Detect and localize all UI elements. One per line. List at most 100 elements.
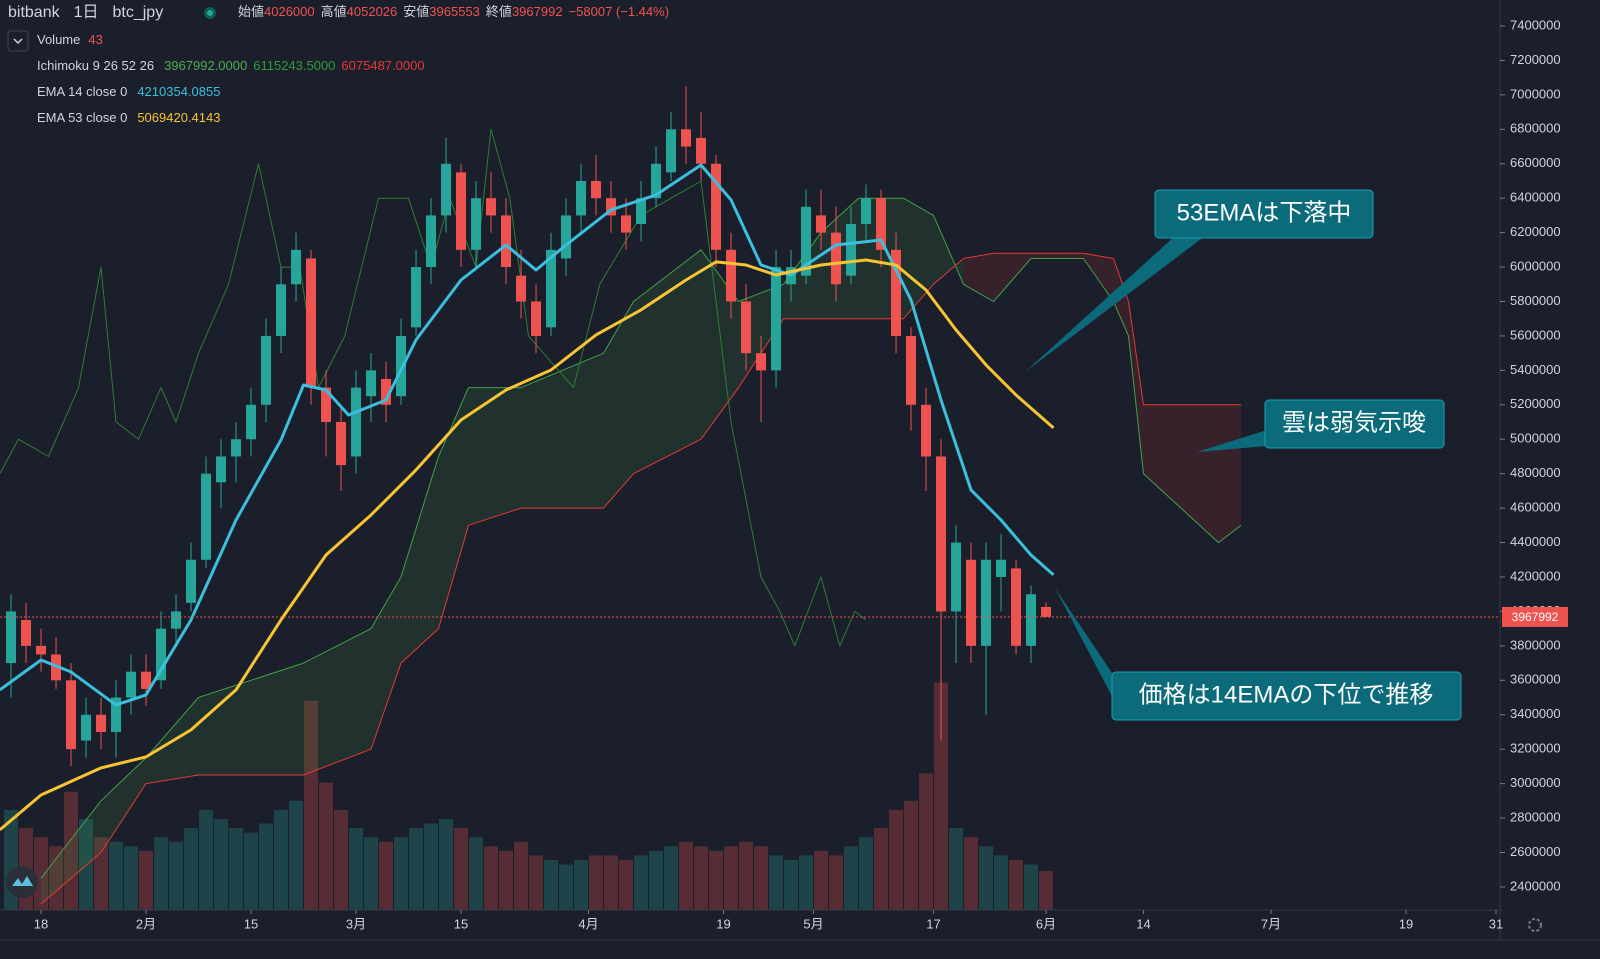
volume-bar (709, 850, 724, 910)
volume-bar (979, 846, 994, 910)
ema-line (0, 163, 1055, 707)
candle-body (681, 129, 692, 147)
volume-bar (1039, 870, 1054, 910)
x-tick-label: 19 (1399, 916, 1413, 931)
x-tick-label: 6月 (1036, 916, 1056, 931)
legend-value: 43 (88, 32, 102, 47)
volume-bar (664, 846, 679, 910)
volume-bar (304, 700, 319, 910)
legend-label: Volume (37, 32, 80, 47)
volume-bar (799, 855, 814, 910)
candle-body (366, 370, 377, 397)
volume-bar (109, 841, 124, 910)
y-tick-label: 4200000 (1510, 568, 1561, 583)
y-tick-label: 7200000 (1510, 52, 1561, 67)
candle-body (396, 335, 407, 397)
volume-bar (244, 832, 259, 910)
cloud-segment (438, 387, 469, 629)
volume-bar (439, 819, 454, 910)
volume-bar (904, 800, 919, 910)
volume-bar (589, 855, 604, 910)
candle-body (201, 473, 212, 560)
y-tick-label: 5800000 (1510, 293, 1561, 308)
candle-body (636, 198, 647, 225)
legend-ichimoku: Ichimoku 9 26 52 26 3967992.0000 6115243.5… (37, 58, 425, 73)
candle-body (336, 422, 347, 466)
candle-body (831, 232, 842, 285)
y-tick-label: 7000000 (1510, 86, 1561, 101)
volume-bar (349, 828, 364, 910)
x-tick-label: 2月 (136, 916, 156, 931)
volume-bar (889, 809, 904, 910)
volume-bar (79, 819, 94, 910)
cloud-segment (993, 253, 1032, 302)
volume-bar (679, 841, 694, 910)
collapse-button[interactable] (7, 30, 29, 52)
candle-body (486, 198, 497, 216)
candle-body (816, 215, 827, 233)
volume-bar (184, 828, 199, 910)
callout-box (1154, 189, 1374, 239)
volume-bar (124, 846, 139, 910)
volume-bar (64, 791, 79, 910)
candle-body (276, 284, 287, 336)
callout-text: 価格は14EMAの下位で推移 (1139, 681, 1434, 708)
cloud-segment (401, 456, 439, 664)
x-tick-label: 4月 (578, 916, 598, 931)
volume-bar (469, 837, 484, 910)
volume-bar (529, 855, 544, 910)
candle-body (606, 198, 617, 216)
volume-bar (754, 846, 769, 910)
y-tick-label: 6800000 (1510, 121, 1561, 136)
volume-bar (994, 855, 1009, 910)
volume-bar (634, 855, 649, 910)
x-tick-label: 18 (34, 916, 48, 931)
lagging-span (0, 128, 867, 647)
settings-icon[interactable] (1528, 918, 1542, 932)
logo[interactable] (6, 866, 38, 898)
x-tick-label: 3月 (346, 916, 366, 931)
candle-body (996, 559, 1007, 577)
volume-bar (379, 841, 394, 910)
candle-body (861, 198, 872, 225)
cloud-segment (633, 249, 702, 474)
volume-bar (619, 859, 634, 910)
chevron-icon (13, 38, 23, 45)
candle-body (246, 404, 257, 440)
volume-bar (604, 855, 619, 910)
callout-pointer (1197, 430, 1267, 452)
y-tick-label: 3600000 (1510, 672, 1561, 687)
y-tick-label: 5000000 (1510, 431, 1561, 446)
span-a-line (40, 197, 1242, 879)
volume-bar (334, 809, 349, 910)
candle-body (21, 620, 32, 646)
candle-body (981, 559, 992, 646)
y-tick-label: 5400000 (1510, 362, 1561, 377)
volume-bar (34, 837, 49, 910)
cloud-segment (1128, 301, 1144, 474)
volume-bar (154, 837, 169, 910)
volume-bar (409, 828, 424, 910)
last-price-label: 3967992 (1512, 610, 1559, 624)
cloud-segment (303, 628, 372, 776)
candle-body (291, 249, 302, 285)
candle-body (666, 129, 677, 173)
candle-body (516, 275, 527, 302)
candle-body (456, 172, 467, 250)
candle-body (141, 671, 152, 689)
header: bitbank 1日 btc_jpy (8, 4, 163, 21)
candle-body (696, 137, 707, 164)
callout-text: 53EMAは下落中 (1177, 199, 1352, 226)
volume-bar (139, 850, 154, 910)
ohlc: 始値4026000 高値4052026 安値3965553 終値3967992 −580… (238, 4, 669, 19)
cloud-segment (603, 301, 634, 509)
cloud-segment (101, 757, 147, 853)
low-value: 3965553 (429, 4, 480, 19)
x-tick-label: 19 (716, 916, 730, 931)
volume-bar (454, 828, 469, 910)
y-tick-label: 2400000 (1510, 878, 1561, 893)
symbol: bitbank (8, 4, 61, 21)
candle-body (621, 215, 632, 233)
legend-value: 5069420.4143 (137, 110, 220, 125)
